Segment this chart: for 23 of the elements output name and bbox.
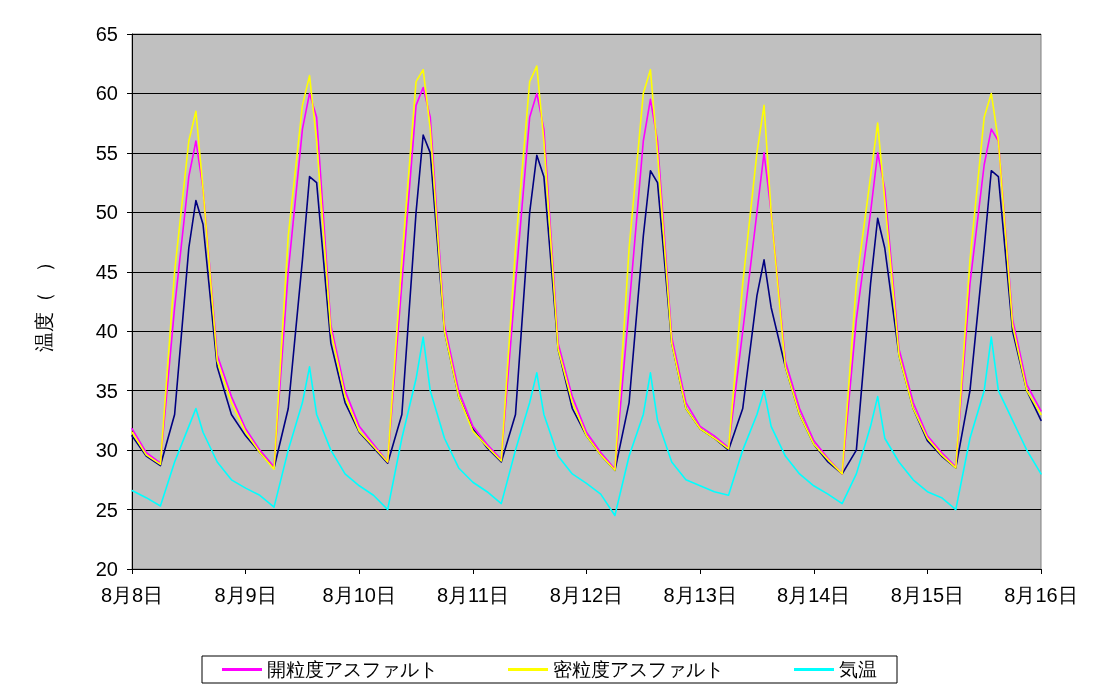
y-tick-label: 35	[95, 379, 118, 402]
x-tick-label: 8月14日	[777, 584, 851, 606]
y-tick-label: 60	[95, 82, 118, 105]
legend-label: 気温	[839, 659, 877, 680]
x-tick-label: 8月15日	[890, 584, 965, 606]
y-tick-label: 40	[95, 320, 118, 343]
y-tick-label: 65	[95, 23, 118, 45]
x-tick-label: 8月12日	[549, 584, 624, 606]
x-tick-label: 8月13日	[663, 584, 737, 606]
y-tick-label: 45	[95, 260, 118, 283]
legend-label: 開粒度アスファルト	[267, 659, 438, 680]
y-tick-label: 55	[95, 141, 118, 164]
x-tick-label: 8月11日	[436, 584, 509, 606]
y-axis-title: 温度（ ）	[33, 251, 55, 352]
x-tick-label: 8月9日	[214, 584, 277, 606]
y-tick-label: 50	[95, 201, 118, 224]
x-tick-label: 8月16日	[1004, 584, 1078, 606]
legend-label: 密粒度アスファルト	[553, 659, 724, 680]
y-tick-label: 25	[95, 498, 118, 521]
y-tick-label: 30	[95, 439, 118, 462]
y-tick-label: 20	[95, 558, 118, 580]
x-tick-label: 8月10日	[322, 584, 396, 606]
x-tick-label: 8月8日	[100, 584, 164, 606]
